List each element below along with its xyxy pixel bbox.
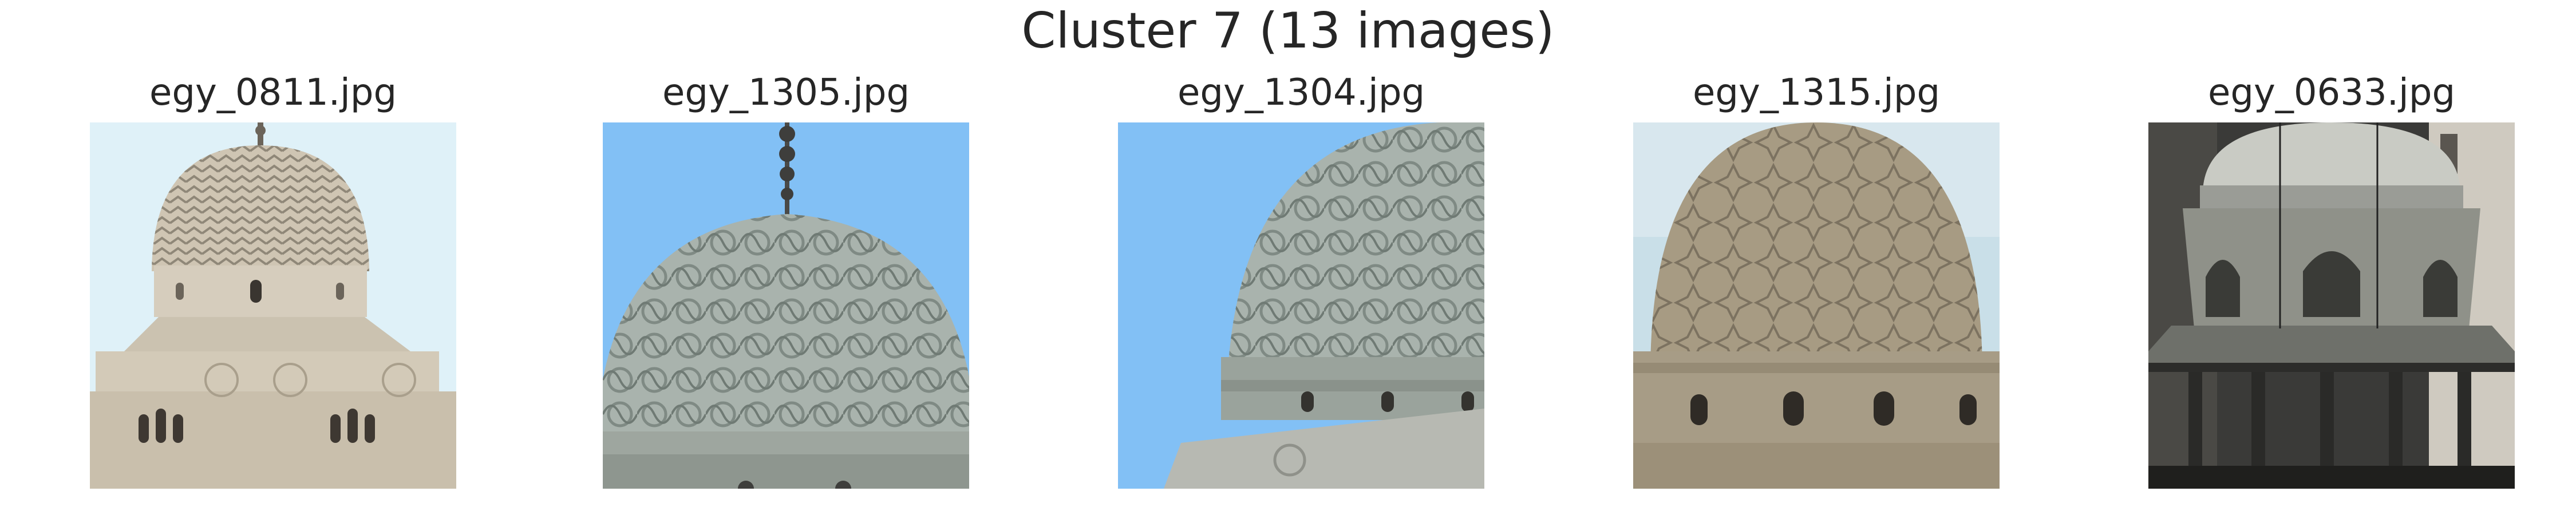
image-filename: egy_1304.jpg: [1177, 72, 1425, 114]
image-panel: egy_1305.jpg: [603, 63, 969, 492]
image-panel: egy_1315.jpg: [1633, 63, 2000, 492]
figure-title: Cluster 7 (13 images): [1021, 2, 1555, 60]
image-panel: egy_0633.jpg: [2148, 63, 2515, 492]
star-pattern-dome-photo: [1633, 122, 2000, 489]
image-filename: egy_1315.jpg: [1692, 72, 1941, 114]
image-filename: egy_0633.jpg: [2207, 72, 2456, 114]
carved-dome-photo: [603, 122, 969, 489]
image-panel: egy_0811.jpg: [90, 63, 456, 492]
sabil-pavilion-photo: [2148, 122, 2515, 489]
image-panel: egy_1304.jpg: [1118, 63, 1484, 492]
image-filename: egy_0811.jpg: [149, 72, 397, 114]
image-filename: egy_1305.jpg: [662, 72, 910, 114]
carved-dome-photo: [1118, 122, 1484, 489]
dome-minaret-photo: [90, 122, 456, 489]
